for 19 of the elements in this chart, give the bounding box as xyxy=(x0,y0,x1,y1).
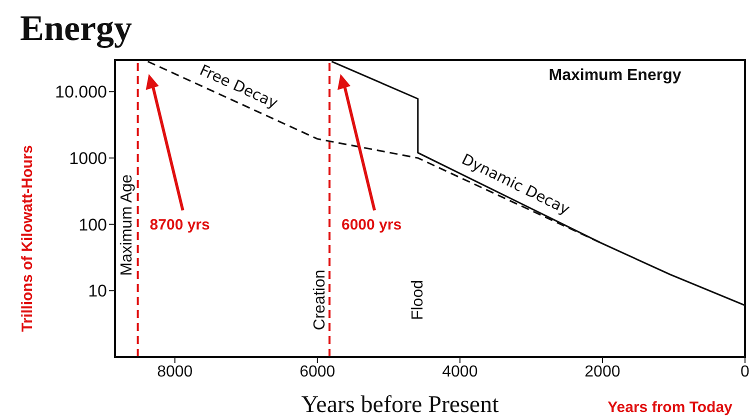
ref-line-label: 8700 yrs xyxy=(150,216,210,234)
y-axis-title: Trillions of Kilowatt-Hours xyxy=(19,145,36,332)
x-tick-label: 0 xyxy=(740,363,750,380)
ref-line-label: 6000 yrs xyxy=(342,216,402,234)
y-tick-label: 10.000 xyxy=(55,82,107,102)
annotation: Maximum Age xyxy=(118,174,136,276)
annotation: Flood xyxy=(410,280,426,320)
annotation: Maximum Energy xyxy=(548,67,682,84)
annotation: Creation xyxy=(312,270,328,330)
x-tick-label: 8000 xyxy=(157,363,193,380)
x-tick-label: 6000 xyxy=(300,363,336,380)
y-tick-label: 10 xyxy=(88,282,107,301)
text: Years from Today xyxy=(608,399,734,416)
y-tick-label: 1000 xyxy=(69,149,107,168)
x-tick-label: 4000 xyxy=(442,363,478,380)
x-axis-title: Years before Present xyxy=(301,392,500,417)
y-tick-label: 100 xyxy=(78,215,107,234)
chart-title: Energy xyxy=(20,8,132,48)
x-tick-label: 2000 xyxy=(584,363,620,380)
